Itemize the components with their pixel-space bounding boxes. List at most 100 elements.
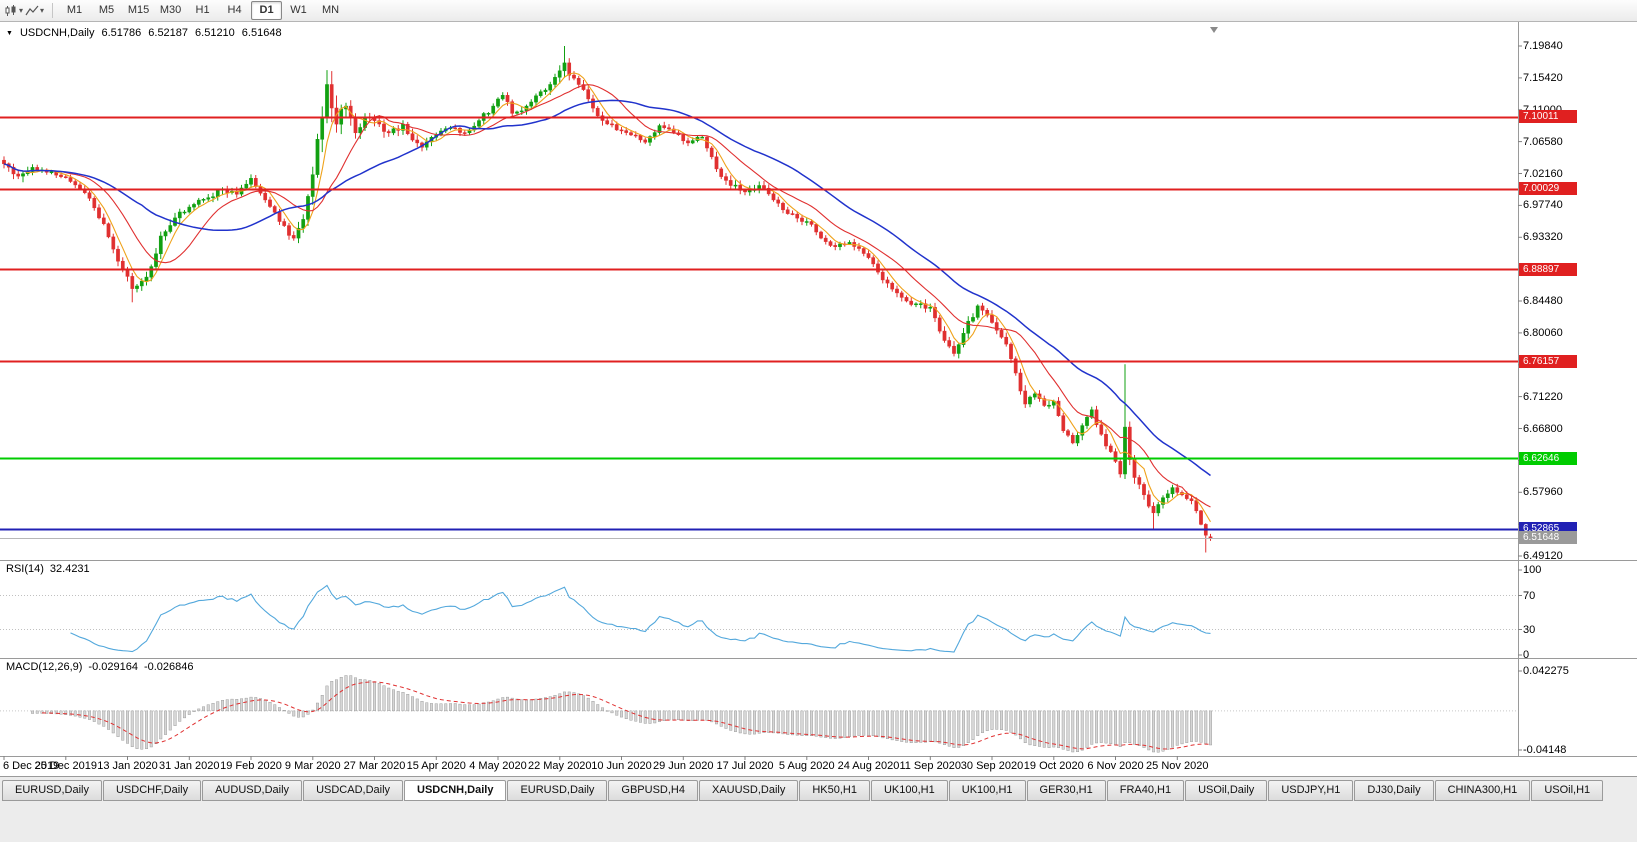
time-axis-label: 6 Nov 2020 [1087, 760, 1144, 772]
tab-usdjpy-h1[interactable]: USDJPY,H1 [1268, 780, 1354, 801]
line-chart-icon[interactable]: ▾ [25, 4, 44, 18]
time-axis-label: 19 Feb 2020 [220, 760, 282, 772]
ma-line-13 [3, 84, 1211, 508]
price-level-tag: 6.62646 [1519, 451, 1577, 465]
timeframe-button-m1[interactable]: M1 [66, 4, 83, 16]
macd-axis-label: 0.042275 [1523, 665, 1569, 677]
rsi-value: 32.4231 [49, 563, 90, 575]
timeframe-button-m30[interactable]: M30 [159, 4, 182, 16]
chart-symbol: USDCNH,Daily [19, 27, 95, 39]
tab-eurusd-daily[interactable]: EURUSD,Daily [507, 780, 608, 801]
time-axis-label: 30 Sep 2020 [960, 760, 1024, 772]
tab-usoil-h1[interactable]: USOil,H1 [1531, 780, 1604, 801]
price-axis-label: 7.19840 [1523, 40, 1563, 52]
rsi-axis-label: 30 [1523, 623, 1536, 636]
time-axis-label: 9 Mar 2020 [284, 760, 341, 772]
macd-name: MACD(12,26,9) [6, 661, 83, 673]
candlestick-chart-icon[interactable]: ▾ [4, 4, 23, 18]
price-axis-label: 6.57960 [1523, 486, 1563, 499]
time-axis-label: 6 Dec 2019 [3, 760, 60, 772]
time-axis-label: 17 Jul 2020 [716, 760, 774, 772]
rsi-axis-label: 70 [1523, 589, 1536, 602]
macd-indicator-label: MACD(12,26,9) -0.029164 -0.026846 [6, 661, 194, 673]
macd-signal-line [41, 681, 1211, 750]
chart-shift-marker-icon[interactable] [1210, 27, 1218, 33]
price-level-tag: 6.88897 [1519, 262, 1577, 276]
price-level-tag: 6.76157 [1519, 354, 1577, 368]
ohlc-high: 6.52187 [148, 27, 189, 39]
chevron-down-icon: ▾ [40, 6, 45, 15]
tab-usdcnh-daily[interactable]: USDCNH,Daily [404, 780, 507, 801]
chart-canvas[interactable] [0, 0, 1637, 776]
timeframe-button-d1[interactable]: D1 [251, 1, 283, 20]
rsi-indicator-label: RSI(14) 32.4231 [6, 563, 90, 575]
tab-gbpusd-h4[interactable]: GBPUSD,H4 [608, 780, 698, 801]
tab-usdcad-daily[interactable]: USDCAD,Daily [303, 780, 404, 801]
tab-ger30-h1[interactable]: GER30,H1 [1026, 780, 1106, 801]
timeframe-button-h4[interactable]: H4 [227, 4, 242, 16]
price-axis-label: 6.66800 [1523, 422, 1563, 435]
time-axis-label: 25 Nov 2020 [1146, 760, 1209, 772]
tab-usdchf-daily[interactable]: USDCHF,Daily [102, 780, 202, 801]
price-axis-label: 7.02160 [1523, 167, 1563, 180]
time-axis-label: 11 Sep 2020 [899, 760, 962, 772]
price-axis-label: 6.80060 [1523, 326, 1563, 339]
rsi-name: RSI(14) [6, 563, 44, 575]
macd-value-main: -0.029164 [88, 661, 138, 673]
toolbar-divider [52, 3, 54, 18]
rsi-axis-label: 0 [1523, 649, 1530, 661]
ohlc-open: 6.51786 [101, 27, 142, 39]
tab-eurusd-daily[interactable]: EURUSD,Daily [2, 780, 102, 801]
price-axis-label: 6.84480 [1523, 295, 1563, 307]
tab-dj30-daily[interactable]: DJ30,Daily [1354, 780, 1434, 801]
tab-usoil-daily[interactable]: USOil,Daily [1185, 780, 1268, 801]
price-axis-label: 7.06580 [1523, 135, 1563, 148]
macd-axis-label: -0.04148 [1523, 744, 1567, 756]
price-axis-label: 6.97740 [1523, 199, 1563, 212]
collapse-arrow-icon[interactable]: ▼ [6, 29, 13, 37]
macd-histogram [31, 675, 1213, 753]
price-level-tag: 7.00029 [1519, 182, 1577, 196]
time-axis-label: 29 Jun 2020 [652, 760, 714, 772]
chevron-down-icon: ▾ [19, 6, 24, 15]
rsi-line [70, 584, 1211, 653]
price-axis-label: 6.93320 [1523, 231, 1563, 244]
current-price-tag: 6.51648 [1519, 531, 1577, 545]
time-axis-label: 5 Aug 2020 [778, 760, 835, 772]
toolbar: ▾ ▾ M1 M5 M15 M30 H1 H4 D1 W1 MN [0, 0, 1637, 22]
tab-xauusd-daily[interactable]: XAUUSD,Daily [698, 780, 799, 801]
timeframe-button-m15[interactable]: M15 [127, 4, 150, 16]
tab-fra40-h1[interactable]: FRA40,H1 [1106, 780, 1185, 801]
time-axis-label: 19 Oct 2020 [1023, 760, 1084, 772]
tab-audusd-daily[interactable]: AUDUSD,Daily [202, 780, 303, 801]
price-level-tag: 7.10011 [1519, 110, 1577, 124]
macd-value-signal: -0.026846 [143, 661, 194, 673]
timeframe-button-h1[interactable]: H1 [195, 4, 210, 16]
chart-tabs: EURUSD,Daily USDCHF,Daily AUDUSD,Daily USDC… [2, 779, 1604, 801]
tab-hk50-h1[interactable]: HK50,H1 [799, 780, 870, 801]
timeframe-button-m5[interactable]: M5 [98, 4, 115, 16]
time-axis-label: 4 May 2020 [469, 760, 527, 772]
price-axis-label: 6.49120 [1523, 550, 1563, 562]
timeframe-button-group: M1 M5 M15 M30 H1 H4 D1 W1 MN [59, 1, 346, 20]
time-axis-label: 10 Jun 2020 [591, 760, 652, 772]
time-axis-label: 22 May 2020 [527, 760, 592, 772]
tab-uk100-h1[interactable]: UK100,H1 [948, 780, 1026, 801]
timeframe-button-w1[interactable]: W1 [290, 4, 307, 16]
time-axis-label: 27 Mar 2020 [343, 760, 406, 772]
price-axis-label: 6.71220 [1523, 390, 1563, 403]
ma-line-30 [3, 99, 1211, 477]
rsi-axis-label: 100 [1523, 564, 1542, 576]
ohlc-close: 6.51648 [241, 27, 282, 39]
ma-line-5 [3, 72, 1211, 523]
time-axis-label: 31 Jan 2020 [158, 760, 220, 772]
chart-header: ▼ USDCNH,Daily 6.51786 6.52187 6.51210 6… [6, 27, 282, 39]
tab-uk100-h1[interactable]: UK100,H1 [870, 780, 948, 801]
time-axis-label: 24 Aug 2020 [837, 760, 900, 772]
time-axis-label: 15 Apr 2020 [406, 760, 466, 772]
timeframe-button-mn[interactable]: MN [321, 4, 340, 16]
time-axis-label: 13 Jan 2020 [97, 760, 158, 772]
time-axis-label: 25 Dec 2019 [34, 760, 97, 772]
tab-china300-h1[interactable]: CHINA300,H1 [1434, 780, 1531, 801]
